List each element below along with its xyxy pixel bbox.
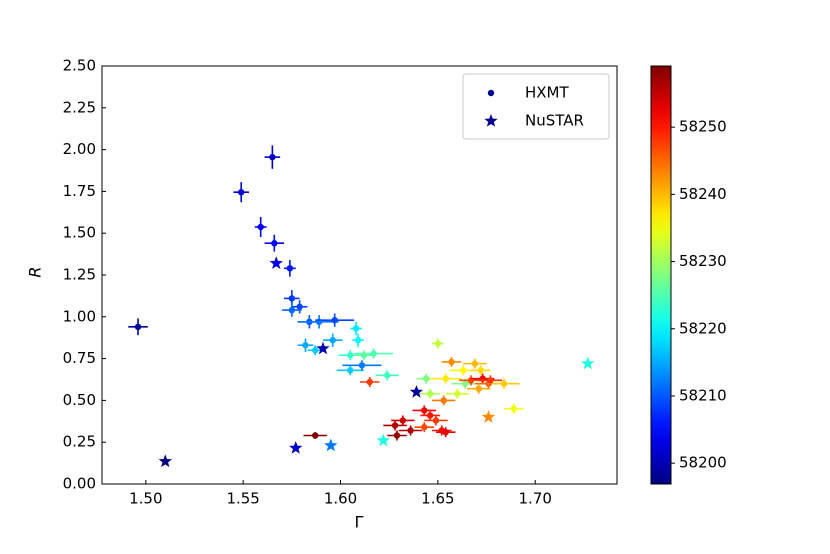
legend-box <box>462 73 610 140</box>
data-point <box>461 380 469 387</box>
y-tick-label: 2.00 <box>63 140 96 158</box>
data-point <box>393 432 401 439</box>
data-point <box>426 390 434 397</box>
data-point <box>296 303 303 310</box>
legend-label: NuSTAR <box>525 112 584 130</box>
data-point <box>442 375 449 382</box>
colorbar-tick-label: 58220 <box>679 319 727 337</box>
y-tick-label: 1.50 <box>63 224 96 242</box>
data-point <box>384 372 391 379</box>
data-point <box>288 295 296 302</box>
data-point <box>487 377 494 384</box>
y-tick-label: 0.00 <box>63 475 96 493</box>
data-point <box>399 417 407 424</box>
data-point <box>269 256 283 269</box>
y-tick-label: 0.50 <box>63 391 96 409</box>
y-tick-label: 1.75 <box>63 182 96 200</box>
legend-marker <box>484 114 498 127</box>
x-tick-label: 1.70 <box>519 490 552 508</box>
data-point <box>134 323 142 331</box>
data-point <box>440 397 447 404</box>
data-point <box>271 240 278 247</box>
data-point <box>434 340 442 347</box>
data-point <box>158 454 172 468</box>
data-point <box>421 423 428 431</box>
colorbar-tick-label: 58240 <box>679 185 727 203</box>
y-tick-label: 0.25 <box>63 433 96 451</box>
data-point <box>475 385 482 392</box>
x-tick-label: 1.55 <box>226 490 259 508</box>
data-point <box>454 390 461 397</box>
data-point <box>422 375 430 382</box>
colorbar-tick-label: 58210 <box>679 386 727 404</box>
x-tick-label: 1.65 <box>421 490 454 508</box>
data-point <box>477 367 484 374</box>
y-tick-label: 1.00 <box>63 307 96 325</box>
data-point <box>257 223 264 231</box>
y-axis-label: R <box>26 266 45 277</box>
data-point <box>360 352 368 359</box>
data-point <box>347 352 354 359</box>
data-point <box>312 347 319 354</box>
data-point <box>289 441 303 454</box>
legend-marker <box>487 89 495 97</box>
data-point <box>329 337 336 344</box>
data-point <box>421 407 428 414</box>
x-tick-label: 1.60 <box>324 490 357 508</box>
data-point <box>481 410 496 423</box>
data-point <box>358 362 366 369</box>
data-point <box>510 405 518 412</box>
x-axis-label: Γ <box>355 513 364 532</box>
data-point <box>347 367 354 374</box>
data-point <box>432 417 440 424</box>
data-point <box>391 422 399 429</box>
data-point <box>331 316 338 324</box>
data-point <box>316 341 330 355</box>
data-point <box>426 412 434 419</box>
data-point <box>448 358 455 366</box>
data-point <box>312 432 319 439</box>
data-point <box>471 360 479 367</box>
x-tick-label: 1.50 <box>129 490 162 508</box>
colorbar-tick-label: 58230 <box>679 252 727 270</box>
data-point <box>500 380 508 387</box>
data-point <box>581 356 595 370</box>
y-tick-label: 1.25 <box>63 266 96 284</box>
data-point <box>302 342 309 349</box>
data-point <box>442 428 449 436</box>
data-point <box>352 325 360 332</box>
data-point <box>407 427 414 434</box>
data-point <box>288 306 296 314</box>
data-point <box>286 265 294 272</box>
colorbar-tick-label: 58200 <box>679 454 727 472</box>
data-point <box>409 385 424 398</box>
data-point <box>354 337 362 344</box>
data-point <box>366 378 373 386</box>
y-tick-label: 0.75 <box>63 349 96 367</box>
data-point <box>376 433 391 447</box>
y-tick-label: 2.25 <box>63 98 96 116</box>
data-point <box>459 367 467 374</box>
legend-label: HXMT <box>525 84 569 102</box>
data-point <box>324 438 338 452</box>
y-tick-label: 2.50 <box>63 57 96 75</box>
data-point <box>238 189 245 196</box>
data-point <box>269 153 276 161</box>
colorbar-tick-label: 58250 <box>679 118 727 136</box>
colorbar <box>650 65 672 485</box>
